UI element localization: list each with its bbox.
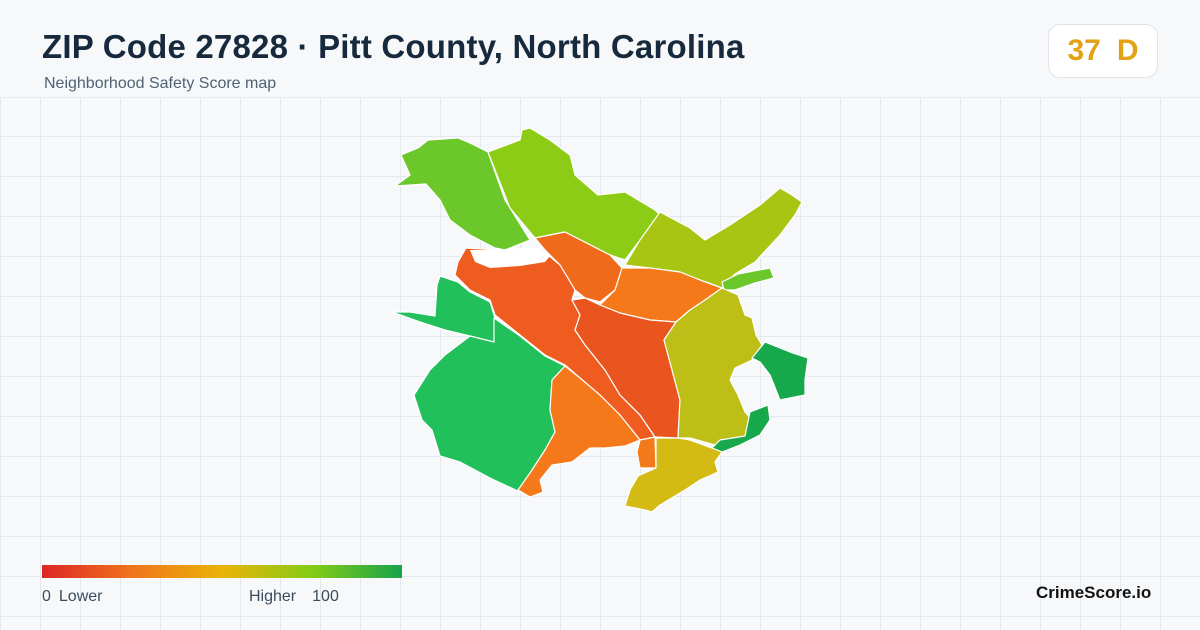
map-region-east[interactable] — [663, 287, 763, 446]
header — [0, 0, 1200, 98]
river-gap — [470, 248, 550, 268]
safety-grade: D — [1116, 34, 1139, 67]
safety-score-value: 37 — [1067, 34, 1101, 67]
page-title: ZIP Code 27828 · Pitt County, North Caro… — [42, 28, 745, 65]
map-region-south-east[interactable] — [624, 437, 723, 513]
legend-high-text: Higher — [249, 588, 297, 605]
brand-logo[interactable]: CrimeScore.io — [1036, 583, 1152, 602]
map-region-far-east-lower[interactable] — [711, 404, 771, 453]
legend-low-text: Lower — [58, 588, 103, 605]
legend-low-value: 0 — [42, 588, 51, 605]
legend-color-scale — [42, 565, 402, 578]
map-region-far-east-upper[interactable] — [751, 341, 809, 401]
safety-score-badge: 37 D — [1048, 24, 1158, 78]
map-region-south-central[interactable] — [517, 365, 641, 498]
legend-high-label: Higher 100 — [249, 588, 339, 606]
legend-low-label: 0 Lower — [42, 588, 110, 606]
legend-high-value: 100 — [312, 588, 339, 605]
map-region-west[interactable] — [391, 275, 496, 343]
map-region-center-north[interactable] — [534, 231, 623, 303]
page-subtitle: Neighborhood Safety Score map — [44, 75, 277, 92]
map-region-small-south[interactable] — [636, 436, 657, 469]
